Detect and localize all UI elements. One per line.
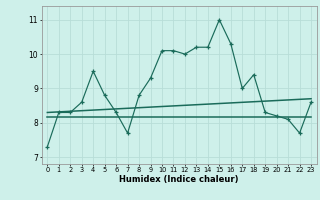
X-axis label: Humidex (Indice chaleur): Humidex (Indice chaleur)	[119, 175, 239, 184]
